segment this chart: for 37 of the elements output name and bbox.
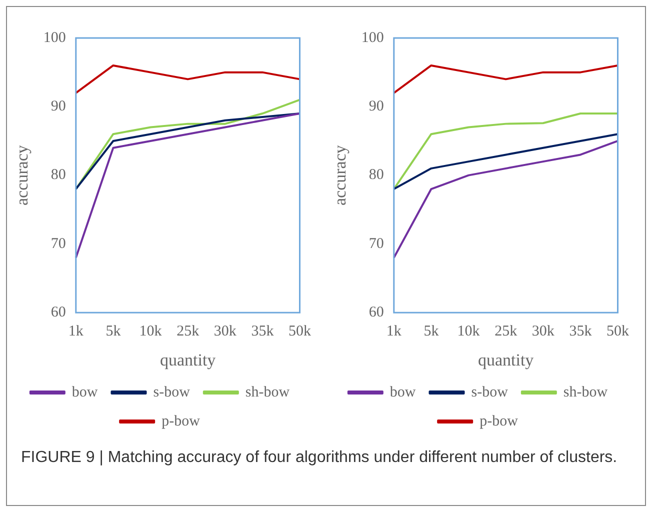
y-tick-label: 70 (50, 236, 66, 252)
caption: FIGURE 9 | Matching accuracy of four algorithms under different number of clusters. (21, 448, 618, 468)
y-tick-label: 60 (50, 304, 66, 321)
y-tick-label: 60 (368, 304, 384, 321)
x-tick-label: 1k (68, 324, 84, 340)
legend-label: sh-bow (245, 384, 290, 400)
legend-label: s-bow (153, 384, 190, 400)
y-tick-label: 80 (368, 167, 384, 184)
y-axis-title: accuracy (12, 144, 32, 206)
legend-label: bow (390, 384, 416, 400)
x-tick-label: 50k (606, 324, 630, 340)
x-tick-label: 30k (214, 324, 237, 340)
x-tick-label: 35k (569, 324, 592, 340)
y-axis-title: accuracy (330, 144, 350, 206)
x-tick-label: 5k (424, 324, 440, 340)
x-tick-label: 10k (457, 324, 480, 340)
x-tick-label: 25k (176, 324, 200, 340)
legend-label: bow (72, 384, 98, 400)
y-tick-label: 90 (368, 98, 384, 115)
x-axis-title: quantity (160, 350, 216, 370)
x-tick-label: 1k (386, 324, 402, 340)
x-tick-label: 50k (288, 324, 312, 340)
y-tick-label: 80 (50, 167, 66, 184)
legend-label: p-bow (162, 413, 200, 430)
y-tick-label: 100 (43, 30, 66, 46)
legend-label: p-bow (480, 413, 518, 430)
x-tick-label: 25k (494, 324, 518, 340)
legend-label: s-bow (471, 384, 508, 400)
x-tick-label: 10k (139, 324, 162, 340)
x-axis-title: quantity (478, 350, 534, 370)
x-tick-label: 30k (532, 324, 555, 340)
x-tick-label: 35k (251, 324, 274, 340)
y-tick-label: 90 (50, 98, 66, 115)
legend-label: sh-bow (563, 384, 608, 400)
y-tick-label: 70 (368, 236, 384, 252)
x-tick-label: 5k (106, 324, 122, 340)
y-tick-label: 100 (361, 30, 384, 46)
